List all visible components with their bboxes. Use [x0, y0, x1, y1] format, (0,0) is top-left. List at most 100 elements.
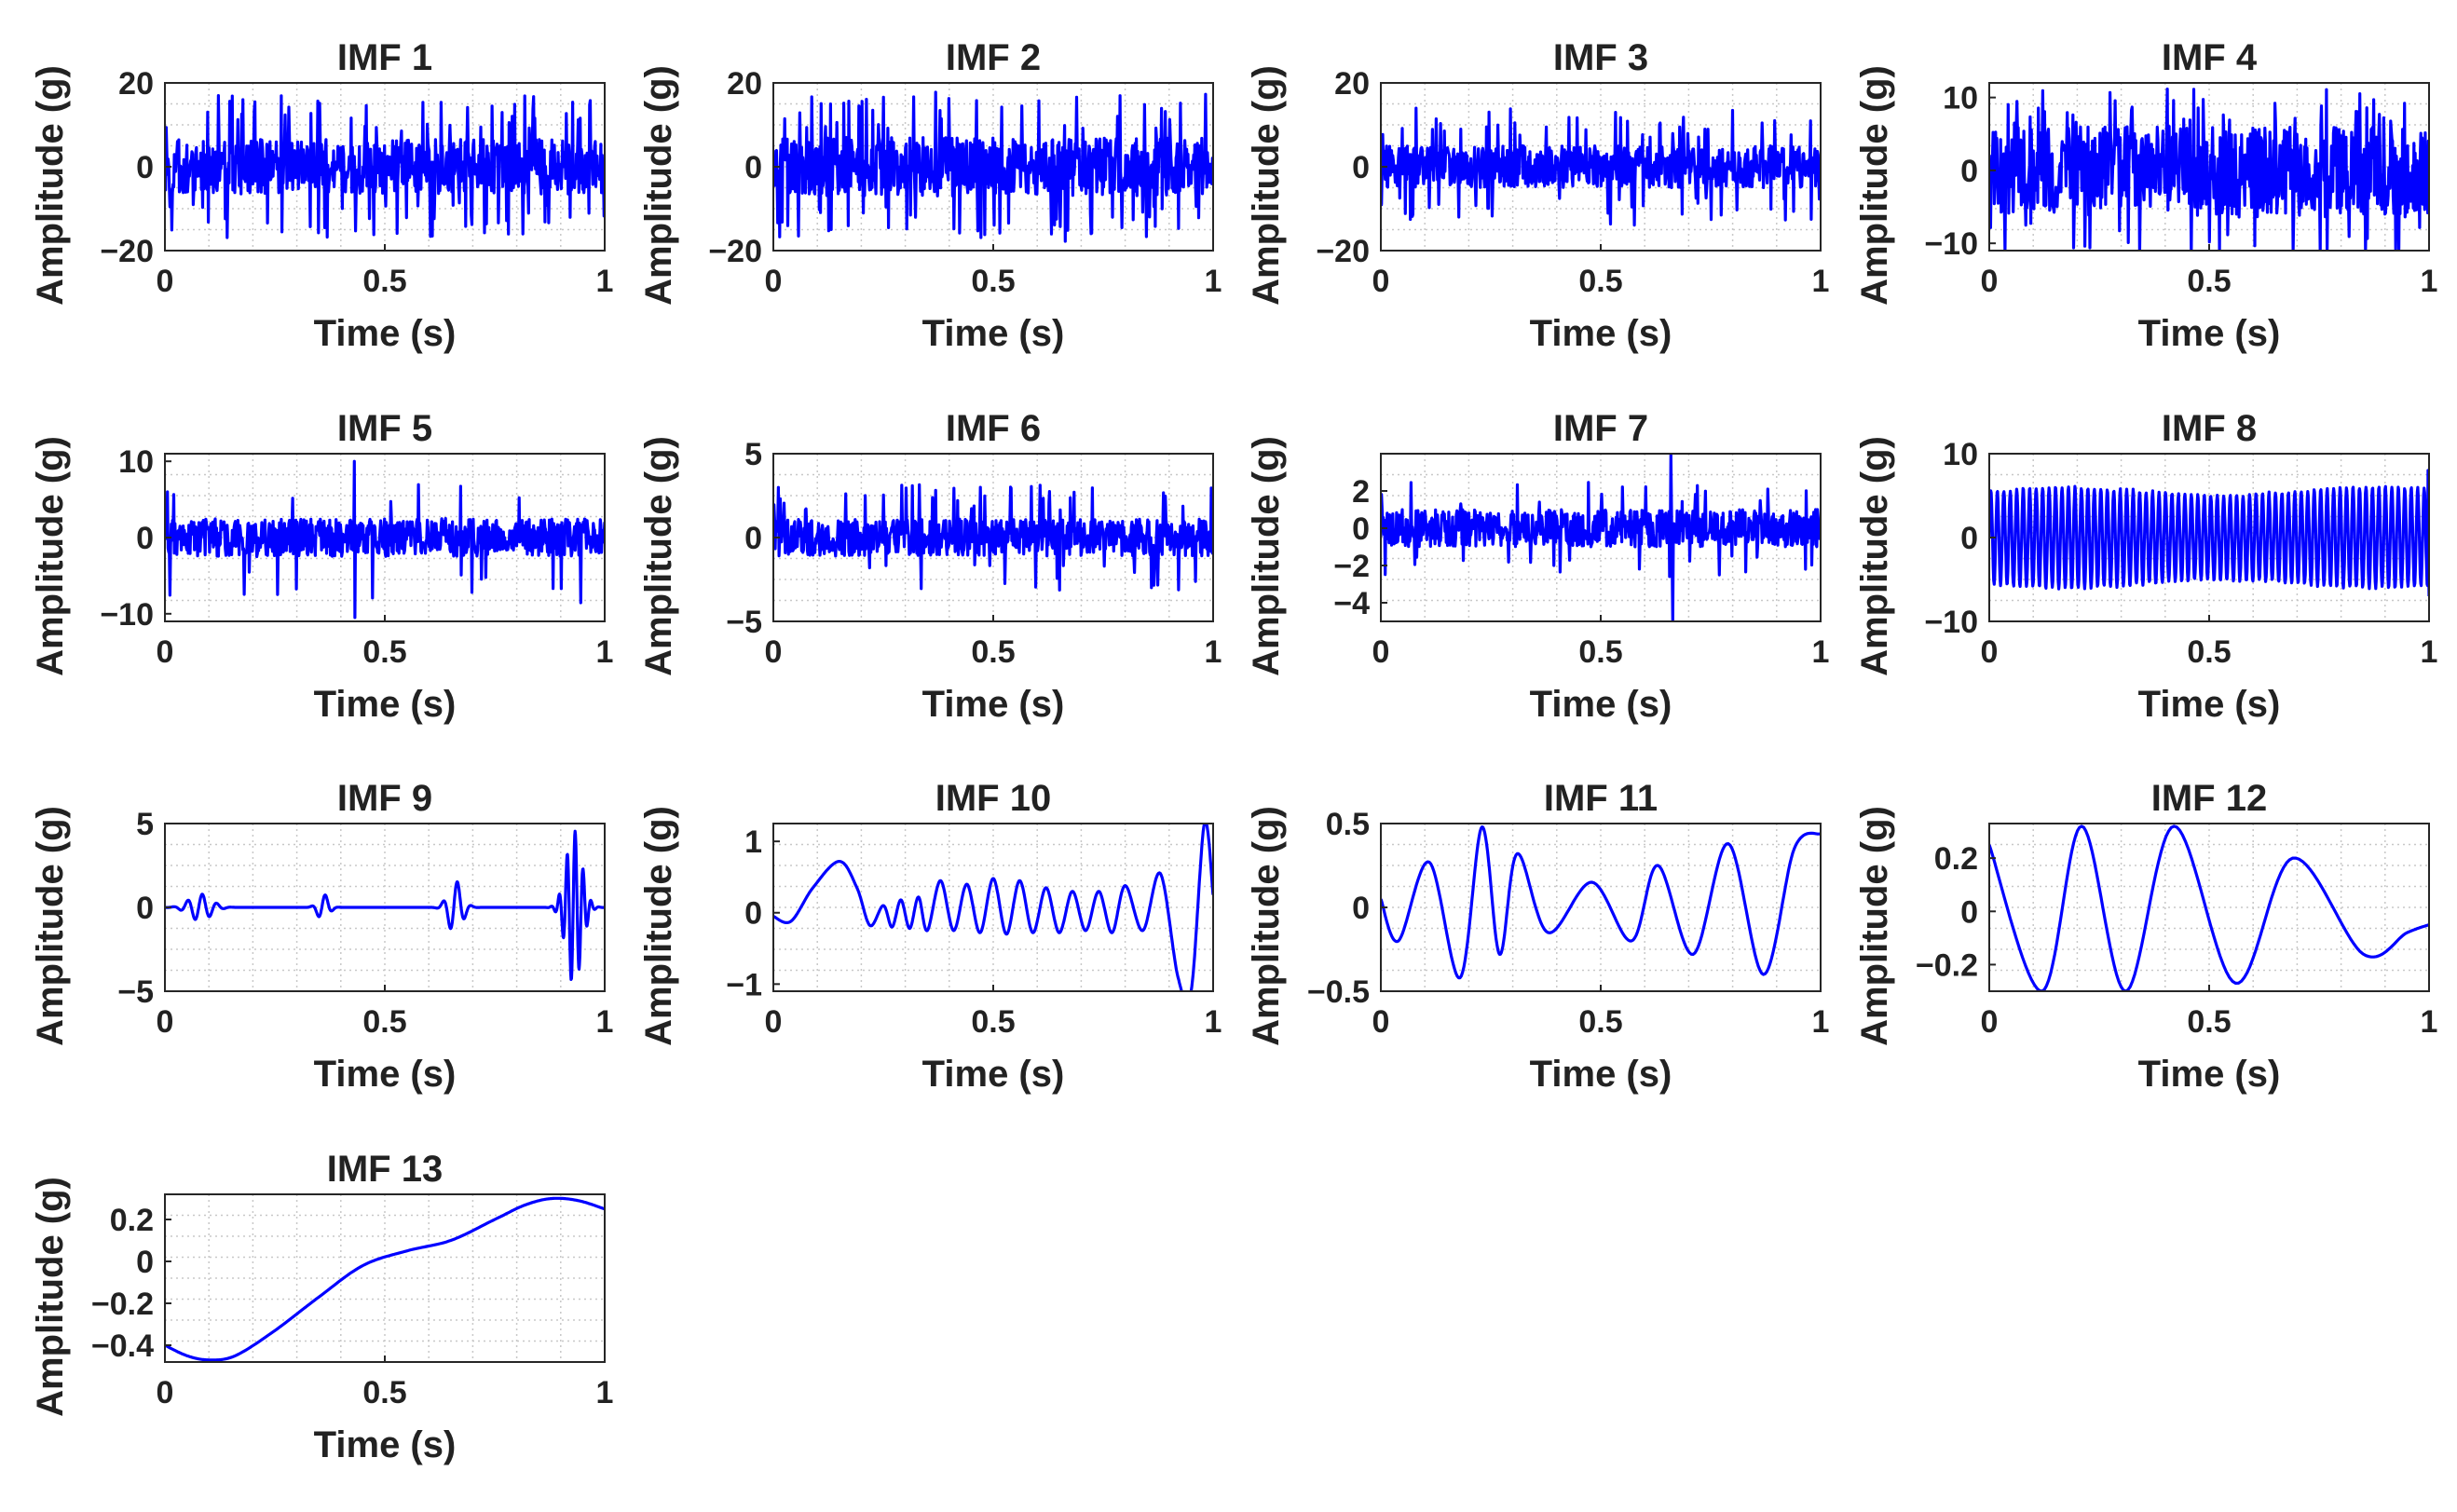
y-tick-label: 5	[136, 807, 154, 842]
panel-title: IMF 8	[2162, 408, 2257, 449]
y-tick-label: 0	[136, 150, 154, 185]
y-tick-label: 0	[744, 896, 762, 932]
x-tick-label: 0.5	[971, 1004, 1015, 1040]
y-tick-label: −0.4	[91, 1328, 154, 1364]
imf-signal-line	[1381, 825, 1821, 980]
x-tick-label: 0.5	[362, 634, 406, 670]
imf-signal-line	[1989, 824, 2429, 991]
y-tick-label: 0	[136, 1245, 154, 1280]
imf-signal-line	[165, 94, 605, 239]
y-axis-label: Amplitude (g)	[30, 65, 71, 306]
x-axis-label: Time (s)	[314, 684, 457, 725]
x-tick-label: 0	[765, 634, 783, 670]
panel-title: IMF 4	[2162, 37, 2258, 78]
imf-panel-13: 0 0.5 1 0.2 0 −0.2 −0.4 IMF 13 Time (s) Amplitude…	[30, 1149, 613, 1465]
imf-signal-line	[1381, 454, 1821, 621]
x-axis-label: Time (s)	[2138, 684, 2281, 725]
x-tick-label: 1	[1812, 634, 1830, 670]
y-tick-label: −10	[1924, 605, 1978, 640]
y-tick-label: 10	[1943, 81, 1978, 116]
panel-title: IMF 10	[935, 778, 1051, 819]
x-tick-label: 0.5	[2187, 264, 2231, 299]
x-tick-label: 0	[1372, 634, 1390, 670]
x-tick-label: 1	[596, 264, 614, 299]
x-tick-label: 0.5	[971, 634, 1015, 670]
imf-signal-line	[165, 459, 605, 620]
x-tick-label: 0.5	[362, 264, 406, 299]
y-tick-label: 0	[744, 521, 762, 556]
panel-title: IMF 11	[1544, 778, 1658, 819]
panel-title: IMF 6	[946, 408, 1041, 449]
x-tick-label: 0.5	[1578, 1004, 1622, 1040]
y-tick-label: 0	[744, 150, 762, 185]
y-tick-label: −10	[100, 597, 154, 633]
y-tick-label: −20	[100, 234, 154, 269]
y-tick-label: −4	[1333, 586, 1370, 621]
x-tick-label: 0	[1372, 1004, 1390, 1040]
x-tick-label: 1	[596, 1004, 614, 1040]
imf-signal-line	[1989, 88, 2429, 251]
x-tick-label: 1	[1812, 1004, 1830, 1040]
x-tick-label: 0	[1981, 264, 1999, 299]
y-tick-label: 0	[1960, 154, 1978, 189]
x-tick-label: 0	[1372, 264, 1390, 299]
y-axis-label: Amplitude (g)	[1854, 65, 1895, 306]
y-tick-label: −5	[726, 605, 762, 640]
x-tick-label: 0	[1981, 634, 1999, 670]
y-tick-label: 1	[744, 824, 762, 860]
y-tick-label: 0.5	[1326, 807, 1370, 842]
y-axis-label: Amplitude (g)	[1246, 65, 1287, 306]
y-axis-label: Amplitude (g)	[1246, 436, 1287, 676]
x-axis-label: Time (s)	[1530, 313, 1672, 354]
y-tick-label: −5	[117, 974, 154, 1010]
x-tick-label: 0	[157, 264, 174, 299]
x-tick-label: 0	[157, 634, 174, 670]
y-tick-label: 0.2	[110, 1203, 154, 1238]
y-tick-label: 0	[1960, 521, 1978, 556]
x-tick-label: 1	[2421, 1004, 2438, 1040]
y-tick-label: −0.2	[1916, 947, 1978, 983]
x-tick-label: 1	[596, 634, 614, 670]
x-tick-label: 0.5	[2187, 1004, 2231, 1040]
y-tick-label: 10	[118, 444, 154, 480]
imf-signal-line	[773, 90, 1213, 243]
y-axis-label: Amplitude (g)	[638, 436, 679, 676]
y-tick-label: 0	[136, 521, 154, 556]
y-tick-label: −10	[1924, 226, 1978, 262]
y-tick-label: 5	[744, 437, 762, 472]
y-axis-label: Amplitude (g)	[638, 65, 679, 306]
grid	[165, 1194, 605, 1362]
panel-title: IMF 7	[1553, 408, 1648, 449]
x-axis-label: Time (s)	[314, 313, 457, 354]
imf-signal-line	[165, 1196, 605, 1362]
grid	[773, 824, 1213, 991]
imf-signal-line	[773, 824, 1213, 991]
imf-signal-line	[165, 829, 605, 981]
x-tick-label: 0.5	[362, 1375, 406, 1410]
panel-title: IMF 13	[327, 1149, 443, 1190]
x-tick-label: 0.5	[1578, 264, 1622, 299]
x-axis-label: Time (s)	[922, 1054, 1065, 1095]
y-tick-label: −0.2	[91, 1287, 154, 1322]
imf-signal-line	[773, 483, 1213, 592]
y-axis-label: Amplitude (g)	[1854, 436, 1895, 676]
x-tick-label: 0	[1981, 1004, 1999, 1040]
panel-title: IMF 5	[337, 408, 432, 449]
y-axis-label: Amplitude (g)	[30, 806, 71, 1046]
y-tick-label: 10	[1943, 437, 1978, 472]
x-axis-label: Time (s)	[1530, 684, 1672, 725]
x-tick-label: 0.5	[362, 1004, 406, 1040]
y-tick-label: −1	[726, 967, 762, 1002]
x-tick-label: 0	[765, 264, 783, 299]
y-axis-label: Amplitude (g)	[30, 1177, 71, 1417]
x-tick-label: 0	[157, 1004, 174, 1040]
y-tick-label: 0	[136, 891, 154, 926]
